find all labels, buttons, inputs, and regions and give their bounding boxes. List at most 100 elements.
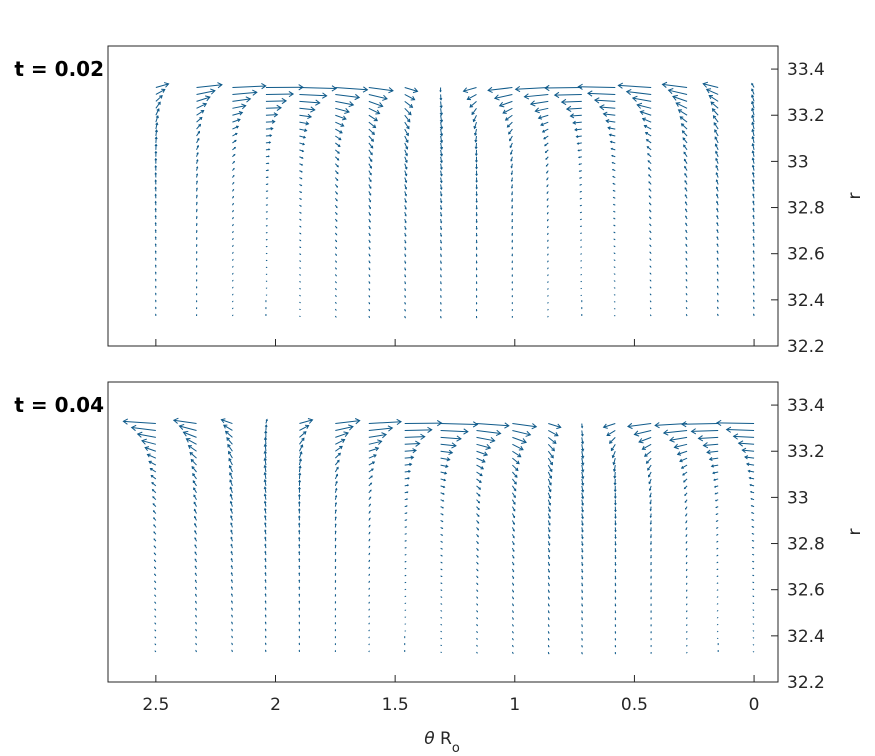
vector-arrow <box>475 232 478 237</box>
vector-arrow <box>476 589 479 592</box>
vector-arrow <box>475 156 478 163</box>
vector-arrow <box>476 485 482 490</box>
vector-arrow <box>231 216 234 220</box>
vector-arrow <box>154 164 158 171</box>
vector-arrow <box>514 85 549 93</box>
vector-arrow <box>646 146 652 151</box>
vector-arrow <box>154 629 157 632</box>
vector-arrow <box>647 160 652 165</box>
vector-arrow <box>232 153 236 158</box>
vector-arrow <box>511 478 517 485</box>
vector-arrow <box>154 299 157 303</box>
vector-arrow <box>155 313 157 317</box>
vector-arrow <box>751 546 755 549</box>
vector-arrow <box>368 552 371 556</box>
vector-arrow <box>475 315 478 319</box>
vector-arrow <box>684 179 688 185</box>
vector-arrow <box>264 600 267 604</box>
vector-arrow <box>512 457 520 465</box>
vector-arrow <box>440 428 469 435</box>
vector-arrow <box>368 439 383 445</box>
vector-arrow <box>752 299 755 303</box>
vector-arrow <box>751 553 755 556</box>
vector-arrow <box>751 88 755 95</box>
vector-arrow <box>547 267 549 270</box>
vector-arrow <box>547 561 551 567</box>
vector-arrow <box>511 260 514 264</box>
vector-arrow <box>195 649 197 653</box>
vector-arrow <box>193 508 197 514</box>
vector-arrow <box>155 95 163 102</box>
vector-arrow <box>683 144 688 151</box>
vector-arrow <box>334 177 339 182</box>
vector-arrow <box>153 524 157 528</box>
vector-arrow <box>404 128 409 137</box>
vector-arrow <box>614 561 617 567</box>
vector-arrow <box>475 239 478 244</box>
vector-arrow <box>368 454 377 459</box>
vector-arrow <box>154 136 158 143</box>
vector-arrow <box>226 437 233 445</box>
vector-arrow <box>404 191 408 197</box>
vector-arrow <box>335 424 354 431</box>
vector-arrow <box>614 541 617 546</box>
vector-arrow <box>154 636 157 639</box>
vector-arrow <box>196 102 208 109</box>
vector-arrow <box>404 232 407 237</box>
vector-arrow <box>440 575 443 578</box>
vector-arrow <box>745 462 755 467</box>
vector-arrow <box>612 182 616 185</box>
vector-arrow <box>752 193 755 199</box>
vector-arrow <box>669 436 688 443</box>
vector-arrow <box>368 184 372 189</box>
vector-arrow <box>368 446 380 452</box>
vector-arrow <box>404 448 417 454</box>
vector-arrow <box>265 134 273 138</box>
vector-arrow <box>264 536 267 542</box>
vector-arrow <box>264 635 267 639</box>
vector-arrow <box>334 621 337 625</box>
vector-arrow <box>154 150 158 157</box>
vector-arrow <box>581 520 584 527</box>
vector-arrow <box>368 267 371 271</box>
vector-arrow <box>614 582 617 587</box>
vector-arrow <box>713 478 719 481</box>
vector-arrow <box>644 450 652 457</box>
vector-arrow <box>264 424 268 431</box>
vector-arrow <box>192 473 197 480</box>
vector-arrow <box>440 554 443 557</box>
vector-arrow <box>404 211 407 217</box>
vector-arrow <box>439 128 444 137</box>
vector-arrow <box>299 85 338 92</box>
vector-arrow <box>716 561 719 564</box>
vector-arrow <box>752 257 755 261</box>
vector-arrow <box>263 500 267 507</box>
vector-arrow <box>476 429 502 437</box>
vector-arrow <box>440 464 449 468</box>
vector-arrow <box>751 142 755 150</box>
vector-arrow <box>737 440 755 447</box>
vector-arrow <box>750 505 755 508</box>
vector-arrow <box>547 450 554 459</box>
vector-arrow <box>475 219 478 224</box>
vector-arrow <box>546 198 549 201</box>
vector-arrow <box>639 110 652 116</box>
vector-arrow <box>466 94 477 101</box>
vector-arrow <box>614 631 617 634</box>
vector-arrow <box>476 644 478 647</box>
vector-arrow <box>368 594 370 597</box>
vector-arrow <box>511 225 514 230</box>
vector-arrow <box>716 568 719 571</box>
vector-arrow <box>614 645 617 648</box>
vector-arrow <box>334 558 337 563</box>
vector-arrow <box>511 198 514 203</box>
vector-arrow <box>511 295 513 298</box>
vector-arrow <box>368 489 372 494</box>
vector-arrow <box>548 430 559 437</box>
vector-arrow <box>613 238 616 241</box>
vector-arrow <box>194 551 197 556</box>
vector-arrow <box>194 593 197 597</box>
vector-arrow <box>440 610 443 612</box>
vector-arrow <box>649 286 652 289</box>
